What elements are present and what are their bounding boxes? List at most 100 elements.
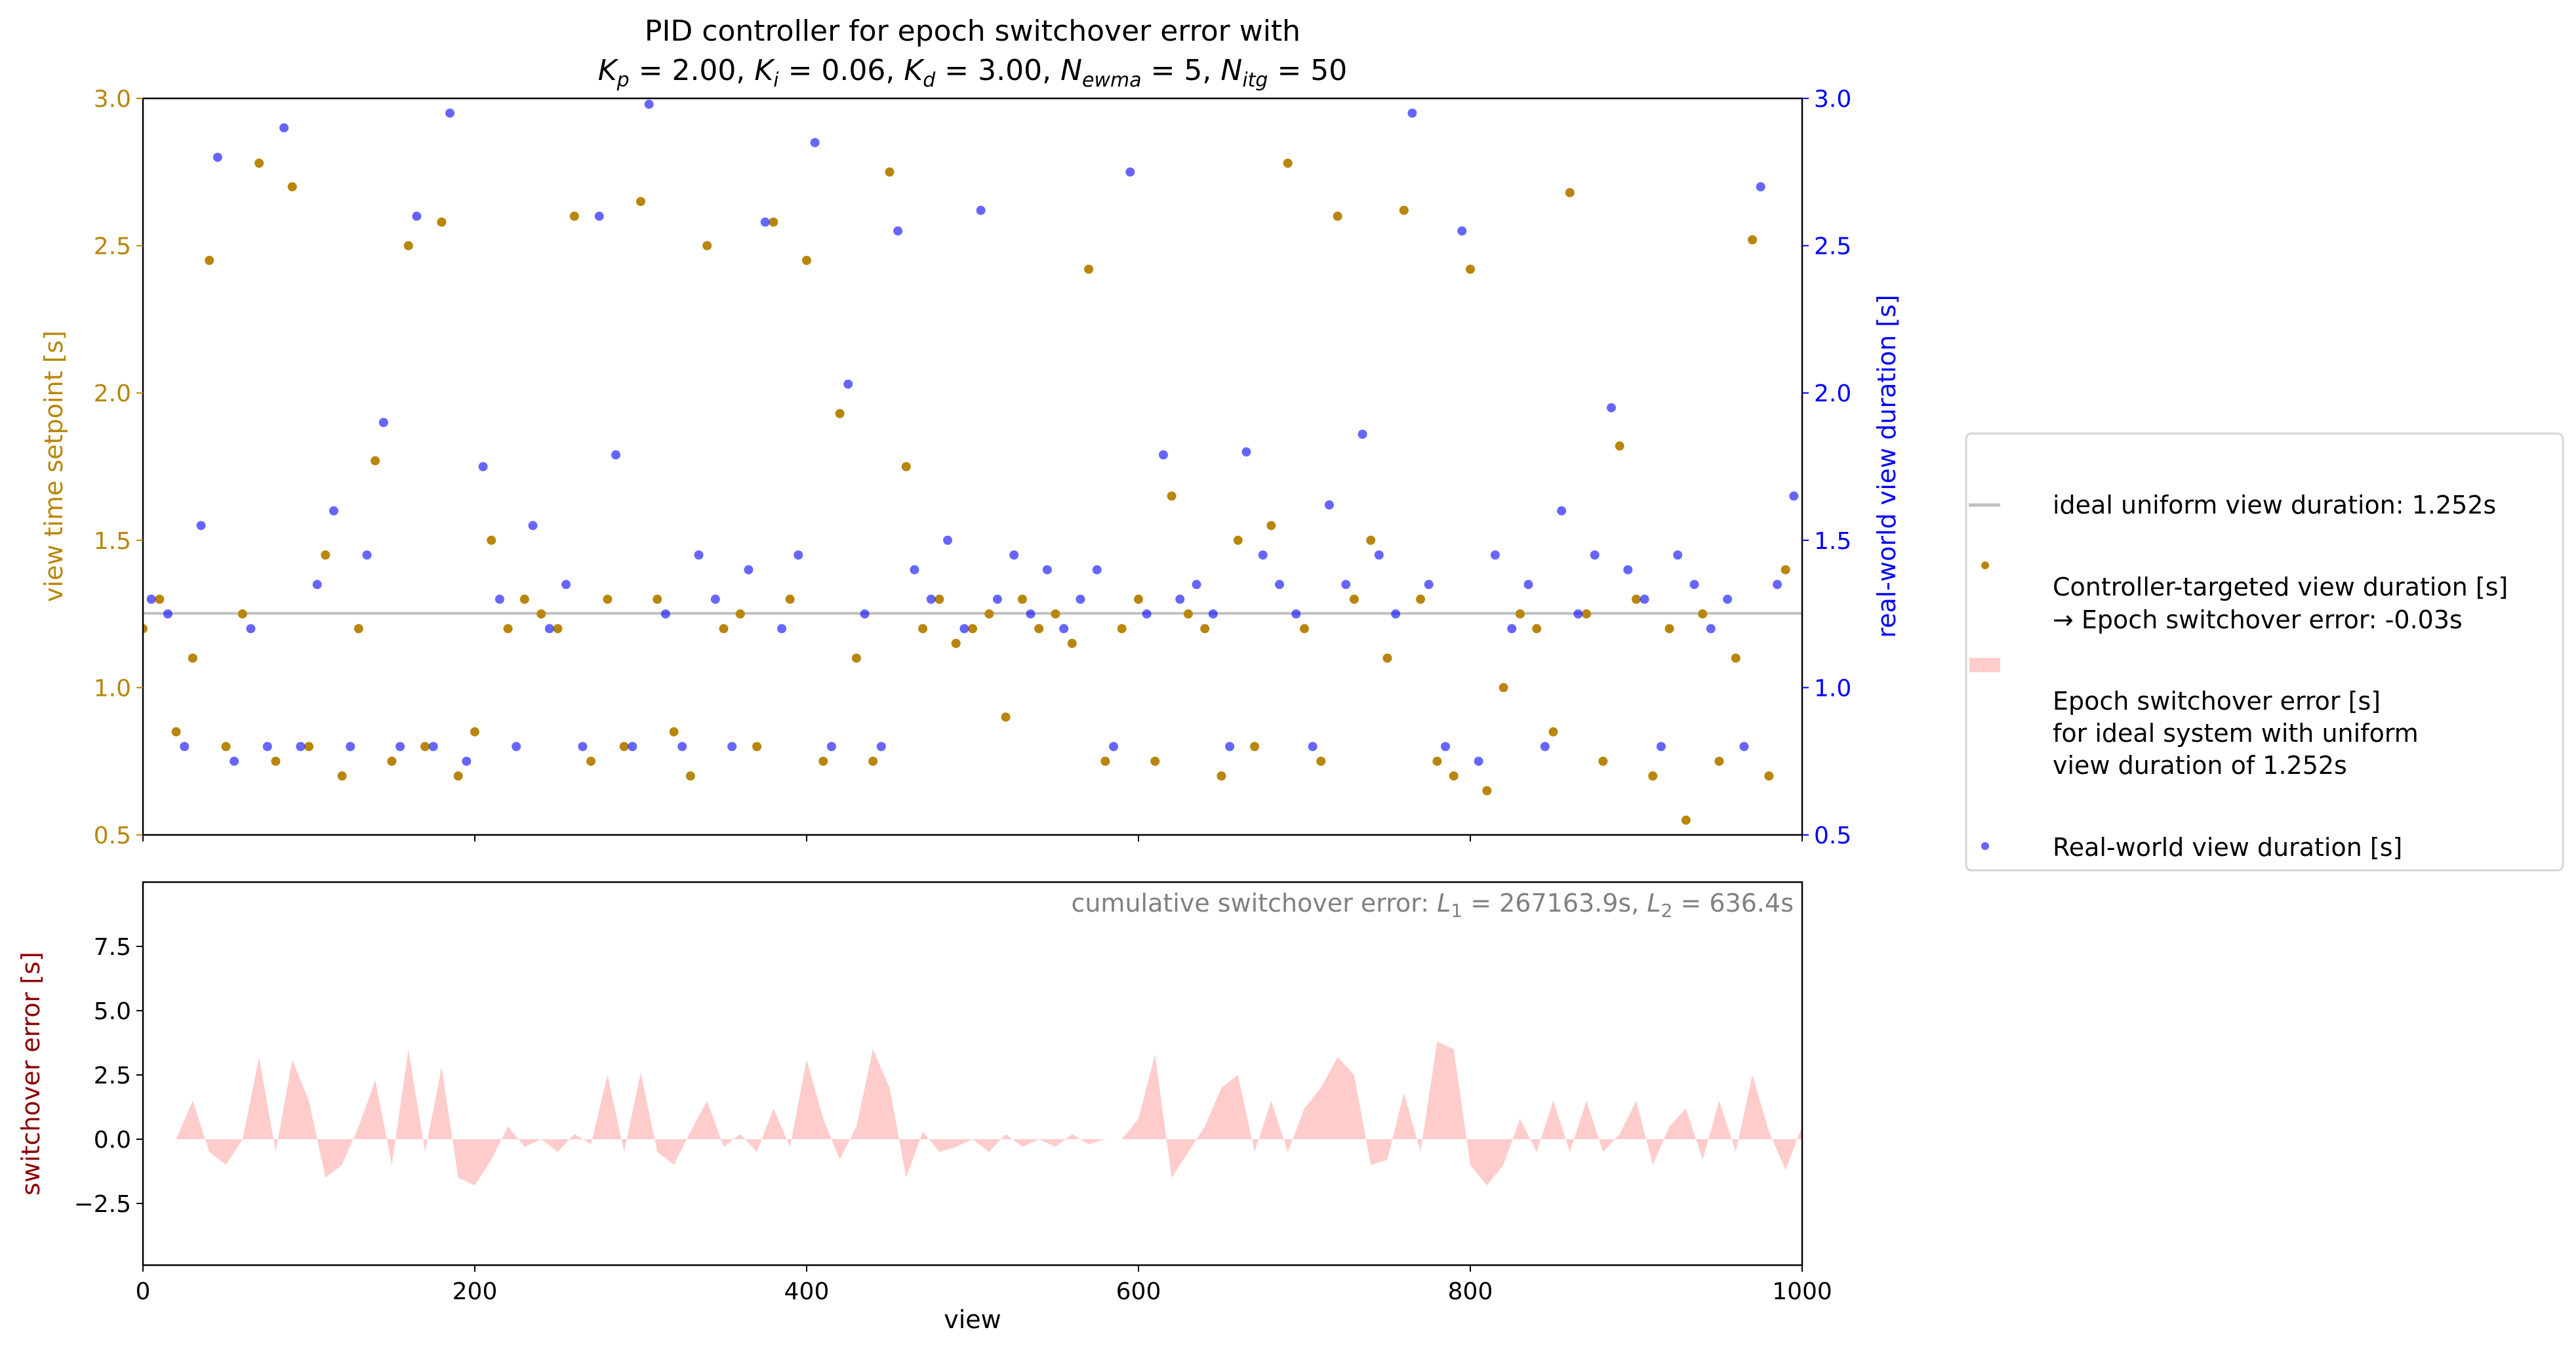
real-point: [262, 742, 272, 752]
real-point: [1474, 756, 1483, 766]
real-point: [1009, 550, 1019, 560]
real-point: [876, 742, 886, 752]
targeted-point: [1449, 771, 1459, 781]
title-param-value: = 2.00,: [630, 54, 755, 87]
real-point: [1241, 447, 1251, 457]
targeted-point: [519, 594, 529, 604]
left-y-tick-label: 3.0: [94, 86, 131, 113]
targeted-point: [143, 624, 148, 634]
real-point: [677, 742, 687, 752]
legend: ideal uniform view duration: 1.252s Cont…: [1965, 432, 2564, 872]
real-point: [1623, 565, 1633, 575]
targeted-point: [619, 742, 629, 752]
real-point: [312, 580, 322, 590]
real-point: [1059, 624, 1069, 634]
targeted-point: [1664, 624, 1674, 634]
targeted-point: [503, 624, 513, 634]
right-y-tick-label: 1.5: [1814, 528, 1851, 555]
real-point: [1092, 565, 1102, 575]
real-point: [196, 521, 206, 531]
targeted-point: [669, 727, 679, 737]
legend-targeted-label-2: → Epoch switchover error: -0.03s: [2053, 605, 2463, 634]
x-tick-label: 400: [784, 1278, 830, 1305]
real-point: [694, 550, 704, 560]
real-point: [843, 379, 853, 389]
title-param-subscript: itg: [1242, 69, 1268, 92]
targeted-point: [1117, 624, 1127, 634]
real-point: [1291, 609, 1301, 619]
targeted-point: [1034, 624, 1044, 634]
targeted-point: [785, 594, 795, 604]
targeted-point: [1466, 264, 1475, 274]
targeted-point: [321, 550, 331, 560]
real-point: [544, 624, 554, 634]
targeted-point: [1001, 712, 1011, 722]
real-point: [1275, 580, 1285, 590]
left-y-tick-label: 2.0: [94, 380, 131, 407]
lower-y-tick-label: −2.5: [74, 1191, 131, 1218]
targeted-point: [901, 462, 911, 472]
real-point: [1573, 609, 1583, 619]
targeted-point: [254, 158, 264, 168]
lower-y-tick-label: 2.5: [94, 1062, 131, 1089]
real-point: [1042, 565, 1052, 575]
real-point: [561, 580, 571, 590]
switchover-error-area: [143, 1042, 1802, 1186]
targeted-point: [1266, 521, 1276, 531]
targeted-point: [1067, 639, 1077, 649]
real-point: [1324, 500, 1334, 510]
targeted-point: [553, 624, 563, 634]
real-point: [1308, 742, 1318, 752]
real-point: [1109, 742, 1119, 752]
left-y-tick-label: 1.0: [94, 675, 131, 702]
real-point: [346, 742, 355, 752]
targeted-point: [1632, 594, 1641, 604]
x-axis-label: view: [944, 1305, 1001, 1334]
targeted-point: [719, 624, 729, 634]
upper-plot-area: [143, 99, 1802, 825]
title-param-symbol: K: [598, 54, 619, 87]
title-param-value: = 5,: [1142, 54, 1221, 87]
real-point: [1689, 580, 1699, 590]
real-point: [1225, 742, 1235, 752]
targeted-point: [603, 594, 613, 604]
real-point: [428, 742, 438, 752]
real-point: [1656, 742, 1666, 752]
title-param-value: = 3.00,: [935, 54, 1060, 87]
targeted-point: [653, 594, 662, 604]
real-point: [362, 550, 372, 560]
real-point: [611, 450, 621, 460]
targeted-point: [586, 756, 596, 766]
title-line-1: PID controller for epoch switchover erro…: [645, 14, 1300, 48]
real-point: [826, 742, 836, 752]
real-point: [1208, 609, 1218, 619]
targeted-point: [951, 639, 961, 649]
real-point: [212, 152, 222, 162]
real-point: [512, 742, 521, 752]
real-point: [246, 624, 256, 634]
targeted-point: [1150, 756, 1160, 766]
targeted-point: [769, 217, 778, 227]
real-point: [395, 742, 405, 752]
targeted-point: [1499, 683, 1508, 693]
real-point: [794, 550, 803, 560]
legend-ideal-label: ideal uniform view duration: 1.252s: [2053, 491, 2496, 519]
title-param-symbol: N: [1060, 54, 1082, 87]
annotation-l2-value: = 636.4s: [1672, 889, 1794, 918]
real-point: [1175, 594, 1185, 604]
targeted-point: [1748, 235, 1758, 245]
targeted-point: [868, 756, 878, 766]
targeted-point: [752, 742, 762, 752]
real-point: [462, 756, 472, 766]
targeted-point: [387, 756, 397, 766]
targeted-point: [918, 624, 928, 634]
title-line-2: Kp = 2.00, Ki = 0.06, Kd = 3.00, Newma =…: [598, 54, 1348, 92]
title-param-subscript: i: [773, 69, 779, 92]
real-point: [1789, 491, 1799, 501]
targeted-point: [371, 456, 380, 466]
lower-axes-frame: [142, 881, 1803, 1266]
legend-error-label-3: view duration of 1.252s: [2053, 751, 2347, 780]
real-point: [710, 594, 720, 604]
targeted-point: [437, 217, 447, 227]
